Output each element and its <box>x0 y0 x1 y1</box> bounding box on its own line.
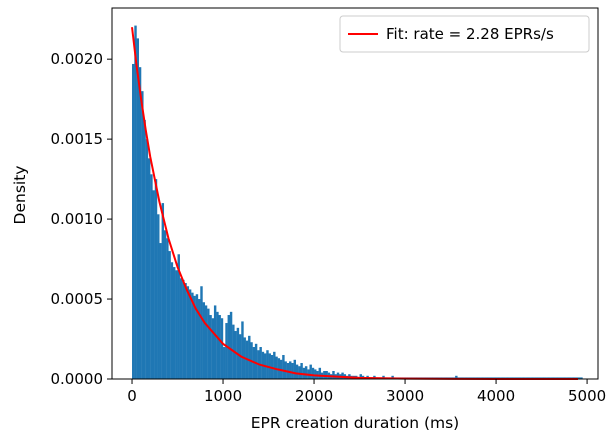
histogram-bar <box>241 321 244 379</box>
histogram-bar <box>234 331 237 379</box>
histogram-bar <box>298 366 301 379</box>
histogram-bar <box>216 311 219 379</box>
histogram-bar <box>293 359 296 379</box>
legend-box <box>339 15 590 53</box>
histogram-bar <box>154 179 158 379</box>
histogram-bar <box>136 38 139 379</box>
histogram-bar <box>211 318 215 379</box>
histogram-bar <box>143 119 146 379</box>
histogram-bar <box>177 254 180 379</box>
histogram-bar <box>172 267 176 379</box>
histogram-bar <box>289 361 292 379</box>
legend: Fit: rate = 2.28 EPRs/s <box>339 15 590 53</box>
histogram-bar <box>304 366 308 379</box>
histogram-bar <box>282 355 285 379</box>
histogram-bar <box>341 372 344 379</box>
histogram-bar <box>195 294 199 379</box>
histogram-bar <box>184 283 187 379</box>
histogram-bar <box>157 214 160 379</box>
histogram-bar <box>147 158 151 379</box>
y-tick-label: 0.0020 <box>51 50 104 68</box>
histogram-bar <box>229 311 233 379</box>
histogram-bar <box>325 371 328 379</box>
histogram-bar <box>314 369 317 379</box>
x-tick-label: 0 <box>127 387 137 405</box>
histogram-bar <box>161 203 165 379</box>
histogram-bar <box>132 63 135 379</box>
histogram-bar <box>182 279 185 379</box>
histogram-bar <box>193 295 196 379</box>
x-tick-label: 4000 <box>477 387 515 405</box>
histogram-bar <box>455 375 458 379</box>
plot-frame <box>111 7 599 380</box>
histogram-bar <box>259 347 262 379</box>
histogram-bar <box>266 350 269 379</box>
x-tick-label: 3000 <box>386 387 424 405</box>
histogram-bar <box>168 251 171 379</box>
histogram-bar <box>141 91 144 379</box>
histogram-bar <box>309 364 312 379</box>
histogram-bar <box>332 371 335 379</box>
histogram-bar <box>202 302 205 379</box>
histogram-bar <box>273 351 276 379</box>
histogram-bar <box>291 363 294 379</box>
x-tick-label: 2000 <box>295 387 333 405</box>
legend-label: Fit: rate = 2.28 EPRs/s <box>386 25 554 43</box>
histogram-bar <box>188 289 192 379</box>
histogram-bar <box>311 367 315 379</box>
y-axis-label: Density <box>11 166 29 225</box>
y-tick-label: 0.0000 <box>51 370 104 388</box>
histogram-bar <box>207 308 210 379</box>
histogram-bar <box>300 363 303 379</box>
histogram-bar <box>186 286 190 379</box>
histogram-bar <box>218 315 221 379</box>
histogram-bar <box>295 364 299 379</box>
histogram-bar <box>179 278 183 379</box>
histogram-bar <box>223 347 226 379</box>
histogram-bar <box>213 305 217 379</box>
y-axis-ticks: 0.0000 0.0005 0.0010 0.0015 0.0020 <box>51 50 112 388</box>
y-tick-label: 0.0010 <box>51 210 104 228</box>
histogram-bar <box>391 375 394 379</box>
histogram-bar <box>275 356 278 379</box>
histogram-bar <box>268 353 271 379</box>
histogram-bar <box>175 270 178 379</box>
histogram-bar <box>163 230 167 379</box>
histogram-bar <box>159 243 162 379</box>
x-tick-label: 5000 <box>568 387 606 405</box>
histogram-bar <box>204 305 208 379</box>
histogram-bar <box>150 174 153 379</box>
histogram-bar <box>220 318 224 379</box>
histogram-bar <box>191 292 194 379</box>
histogram-bar <box>198 299 201 379</box>
histogram-bar <box>138 67 142 380</box>
histogram-bar <box>152 190 155 379</box>
histogram-bar <box>580 377 583 379</box>
histogram-bar <box>248 335 251 379</box>
y-tick-label: 0.0005 <box>51 290 104 308</box>
x-axis-ticks: 0 1000 2000 3000 4000 5000 <box>127 379 606 405</box>
histogram-bar <box>577 377 581 379</box>
histogram-bar <box>166 238 169 379</box>
histogram-bars <box>132 25 583 380</box>
x-tick-label: 1000 <box>204 387 242 405</box>
histogram-bar <box>254 343 258 379</box>
histogram-bar <box>134 25 137 380</box>
histogram-bar <box>170 262 174 379</box>
histogram-bar <box>318 367 322 379</box>
y-tick-label: 0.0015 <box>51 130 104 148</box>
histogram-bar <box>225 323 228 379</box>
histogram-bar <box>200 286 203 379</box>
histogram-bar <box>209 315 212 379</box>
histogram-bar <box>145 139 149 379</box>
x-axis-label: EPR creation duration (ms) <box>251 414 459 432</box>
histogram-bar <box>277 358 281 379</box>
histogram-bar <box>359 374 362 379</box>
